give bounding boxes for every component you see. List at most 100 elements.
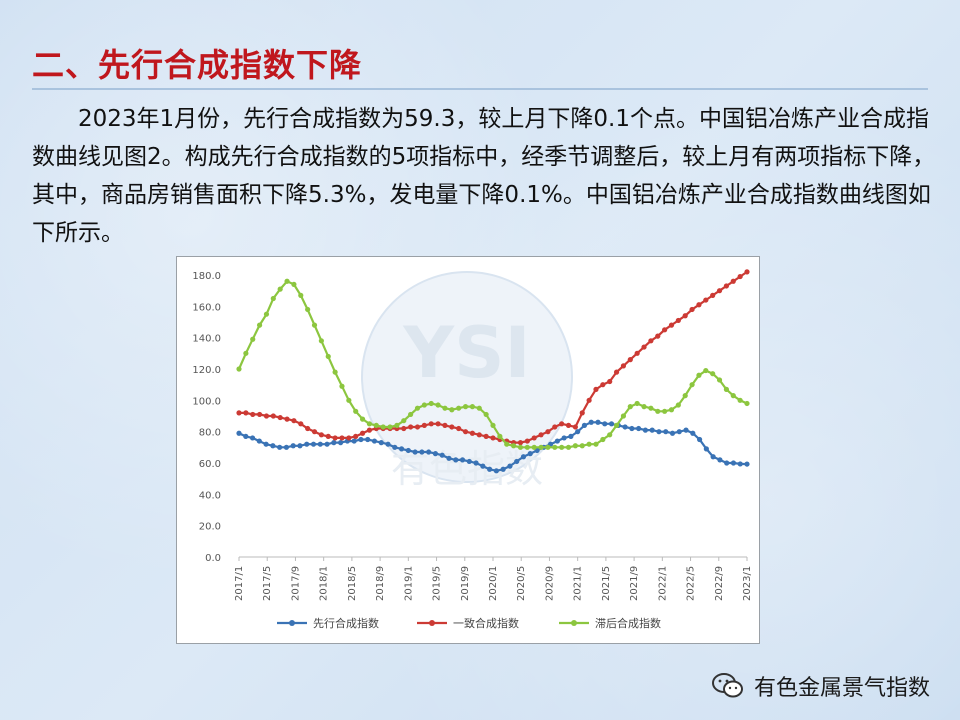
data-point	[277, 444, 283, 450]
data-point	[608, 421, 615, 427]
x-tick-label: 2017/5	[262, 566, 273, 601]
data-point	[398, 446, 405, 452]
data-point	[613, 369, 620, 375]
data-point	[346, 397, 352, 403]
data-point	[696, 436, 703, 443]
data-point	[380, 424, 386, 430]
data-point	[744, 461, 750, 467]
data-point	[531, 435, 537, 441]
data-point	[514, 458, 520, 465]
data-point	[351, 438, 357, 444]
data-point	[305, 306, 311, 313]
data-point	[249, 435, 256, 441]
data-point	[435, 421, 441, 427]
data-point	[270, 295, 276, 302]
x-tick-label: 2019/9	[460, 566, 471, 601]
data-point	[421, 422, 427, 428]
data-point	[689, 382, 695, 388]
data-point	[689, 306, 695, 313]
data-point	[421, 402, 427, 408]
data-point	[359, 416, 366, 422]
footer-brand: 有色金属景气指数	[711, 670, 930, 702]
data-point	[476, 432, 482, 438]
data-point	[284, 416, 290, 422]
data-point	[572, 443, 578, 449]
data-point	[332, 369, 338, 375]
x-tick-label: 2017/1	[234, 566, 245, 601]
data-point	[373, 422, 379, 428]
data-point	[520, 454, 527, 460]
data-point	[385, 441, 391, 447]
x-tick-label: 2022/9	[714, 566, 725, 601]
data-point	[675, 317, 681, 324]
data-point	[663, 429, 669, 435]
data-point	[636, 425, 642, 432]
data-point	[510, 443, 517, 449]
data-point	[270, 443, 276, 449]
data-point	[324, 441, 330, 447]
watermark-logo: YSI 有色指数	[361, 271, 573, 491]
y-tick-label: 160.0	[192, 302, 221, 313]
data-point	[290, 443, 296, 449]
data-point	[439, 452, 445, 458]
data-point	[487, 466, 493, 472]
x-tick-label: 2020/9	[544, 566, 555, 601]
data-point	[401, 418, 407, 424]
data-point	[683, 427, 689, 433]
data-point	[744, 400, 750, 407]
data-point	[311, 322, 318, 328]
data-point	[696, 372, 702, 378]
x-tick-label: 2019/1	[403, 566, 414, 601]
data-point	[554, 438, 560, 444]
data-point	[339, 383, 345, 389]
data-point	[392, 444, 398, 450]
y-tick-label: 180.0	[192, 271, 221, 282]
data-point	[236, 430, 242, 436]
data-point	[634, 350, 640, 356]
legend-item: 滞后合成指数	[559, 616, 661, 630]
data-point	[662, 327, 668, 333]
data-point	[545, 429, 551, 435]
data-point	[500, 466, 506, 472]
x-tick-label: 2021/9	[629, 566, 640, 601]
data-point	[642, 427, 648, 433]
data-point	[668, 407, 675, 413]
data-point	[263, 413, 270, 419]
x-tick-label: 2018/1	[319, 566, 330, 601]
slide-title: 二、先行合成指数下降	[32, 46, 363, 84]
data-point	[517, 440, 524, 446]
data-point	[588, 419, 594, 425]
watermark-text: 有色指数	[391, 447, 543, 491]
data-point	[414, 405, 421, 411]
data-point	[318, 338, 324, 344]
data-point	[600, 382, 606, 388]
data-point	[284, 278, 290, 284]
data-point	[250, 411, 256, 418]
data-point	[593, 441, 599, 447]
data-point	[703, 367, 709, 374]
data-point	[483, 433, 489, 439]
data-point	[493, 468, 499, 474]
data-point	[419, 449, 425, 455]
data-point	[600, 436, 606, 443]
data-point	[358, 436, 364, 443]
data-point	[469, 430, 476, 436]
data-point	[366, 427, 373, 433]
data-point	[435, 402, 441, 408]
y-tick-label: 40.0	[199, 490, 221, 501]
data-point	[277, 286, 283, 292]
data-point	[559, 421, 565, 427]
y-tick-label: 20.0	[199, 522, 221, 533]
data-point	[442, 422, 448, 428]
data-point	[243, 350, 249, 356]
data-point	[270, 413, 276, 419]
data-point	[575, 429, 581, 435]
watermark-logo-text: YSI	[402, 312, 530, 394]
body-paragraph-block: 2023年1月份，先行合成指数为59.3，较上月下降0.1个点。中国铝冶炼产业合…	[32, 100, 937, 252]
legend-item: 先行合成指数	[277, 616, 379, 630]
title-divider	[32, 88, 928, 90]
series-line-先行合成指数	[238, 421, 748, 472]
data-point	[545, 444, 551, 450]
x-tick-label: 2018/5	[347, 566, 358, 601]
data-point	[325, 353, 331, 360]
